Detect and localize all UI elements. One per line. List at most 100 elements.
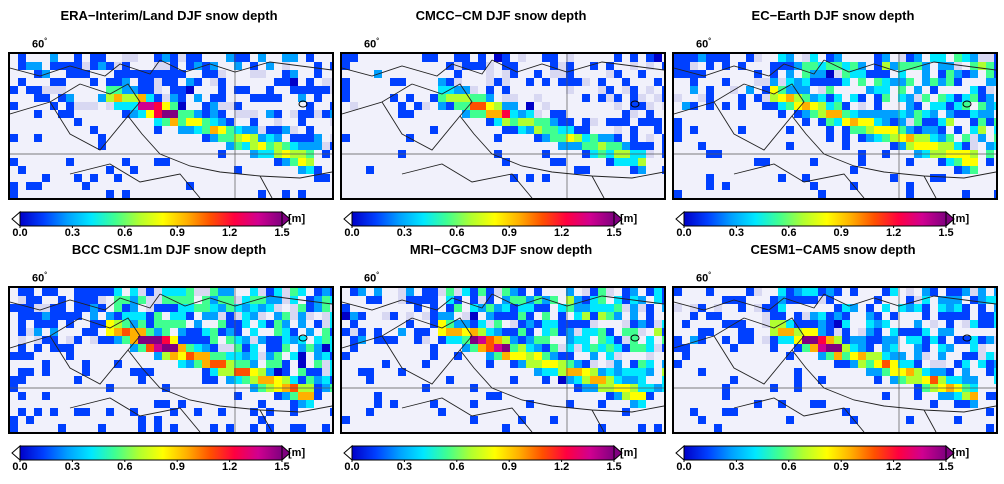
snow-cell [290, 288, 298, 296]
snow-cell [342, 54, 350, 62]
snow-cell [802, 110, 810, 118]
snow-cell [58, 86, 66, 94]
colorbar-tick-label: 0.0 [676, 461, 692, 473]
snow-cell [826, 134, 834, 142]
snow-cell [938, 78, 946, 86]
snow-cell [630, 166, 638, 174]
snow-cell [162, 304, 170, 312]
snow-cell [970, 288, 978, 296]
snow-cell [698, 94, 706, 102]
snow-cell [82, 62, 90, 70]
colorbar-gradient [683, 445, 947, 461]
snow-cell [622, 368, 630, 376]
snow-cell [122, 102, 130, 110]
snow-cell [274, 110, 282, 118]
snow-cell [34, 86, 42, 94]
snow-cell [906, 126, 914, 134]
snow-cell [210, 336, 218, 344]
snow-cell [518, 344, 526, 352]
snow-cell [90, 126, 98, 134]
snow-cell [946, 368, 954, 376]
snow-cell [526, 336, 534, 344]
snow-cell [42, 320, 50, 328]
snow-cell [778, 304, 786, 312]
snow-cell [646, 344, 654, 352]
snow-cell [762, 158, 770, 166]
snow-cell [130, 312, 138, 320]
snow-cell [210, 288, 218, 296]
snow-cell [454, 78, 462, 86]
snow-cell [646, 102, 654, 110]
snow-cell [558, 360, 566, 368]
snow-cell [502, 424, 510, 432]
lake-outline [298, 100, 308, 108]
snow-cell [706, 86, 714, 94]
snow-cell [282, 126, 290, 134]
snow-cell [462, 312, 470, 320]
snow-cell [978, 54, 986, 62]
snow-cell [994, 288, 996, 296]
snow-cell [422, 312, 430, 320]
snow-cell [266, 408, 274, 416]
snow-cell [874, 102, 882, 110]
snow-cell [558, 126, 566, 134]
snow-cell [454, 70, 462, 78]
snow-cell [306, 158, 314, 166]
snow-cell [674, 336, 682, 344]
snow-cell [162, 110, 170, 118]
snow-cell [202, 70, 210, 78]
snow-cell [314, 336, 322, 344]
snow-cell [154, 102, 162, 110]
colorbar-tick-label: 1.5 [274, 461, 290, 473]
snow-cell [314, 174, 322, 182]
snow-cell [542, 126, 550, 134]
colorbar-unit: [m] [288, 213, 306, 225]
snow-cell [330, 102, 332, 110]
snow-cell [218, 110, 226, 118]
snow-cell [590, 344, 598, 352]
snow-cell [882, 118, 890, 126]
snow-cell [994, 360, 996, 368]
snow-cell [298, 158, 306, 166]
snow-cell [858, 78, 866, 86]
snow-cell [858, 344, 866, 352]
snow-cell [646, 142, 654, 150]
snow-cell [486, 62, 494, 70]
snow-cell [18, 376, 26, 384]
snow-cell [154, 70, 162, 78]
snow-cell [106, 336, 114, 344]
snow-cell [662, 134, 664, 142]
country-border [591, 409, 605, 432]
snow-depth-map [8, 286, 334, 434]
snow-cell [654, 328, 662, 336]
colorbar-upper-arrow [281, 210, 291, 228]
snow-cell [590, 142, 598, 150]
snow-cell [994, 102, 996, 110]
snow-cell [638, 320, 646, 328]
snow-cell [606, 368, 614, 376]
snow-cell [930, 134, 938, 142]
snow-cell [914, 352, 922, 360]
snow-cell [258, 126, 266, 134]
snow-cell [226, 296, 234, 304]
snow-cell [170, 102, 178, 110]
snow-cell [842, 304, 850, 312]
snow-cell [282, 296, 290, 304]
snow-cell [914, 344, 922, 352]
snow-cell [534, 368, 542, 376]
snow-cell [186, 78, 194, 86]
snow-cell [314, 344, 322, 352]
snow-cell [186, 296, 194, 304]
snow-cell [170, 424, 178, 432]
snow-cell [970, 158, 978, 166]
snow-cell [954, 392, 962, 400]
snow-cell [986, 424, 994, 432]
snow-cell [874, 118, 882, 126]
snow-cell [298, 392, 306, 400]
snow-cell [10, 190, 18, 198]
snow-cell [794, 62, 802, 70]
snow-cell [130, 344, 138, 352]
snow-cell [834, 312, 842, 320]
snow-cell [330, 344, 332, 352]
snow-cell [842, 344, 850, 352]
